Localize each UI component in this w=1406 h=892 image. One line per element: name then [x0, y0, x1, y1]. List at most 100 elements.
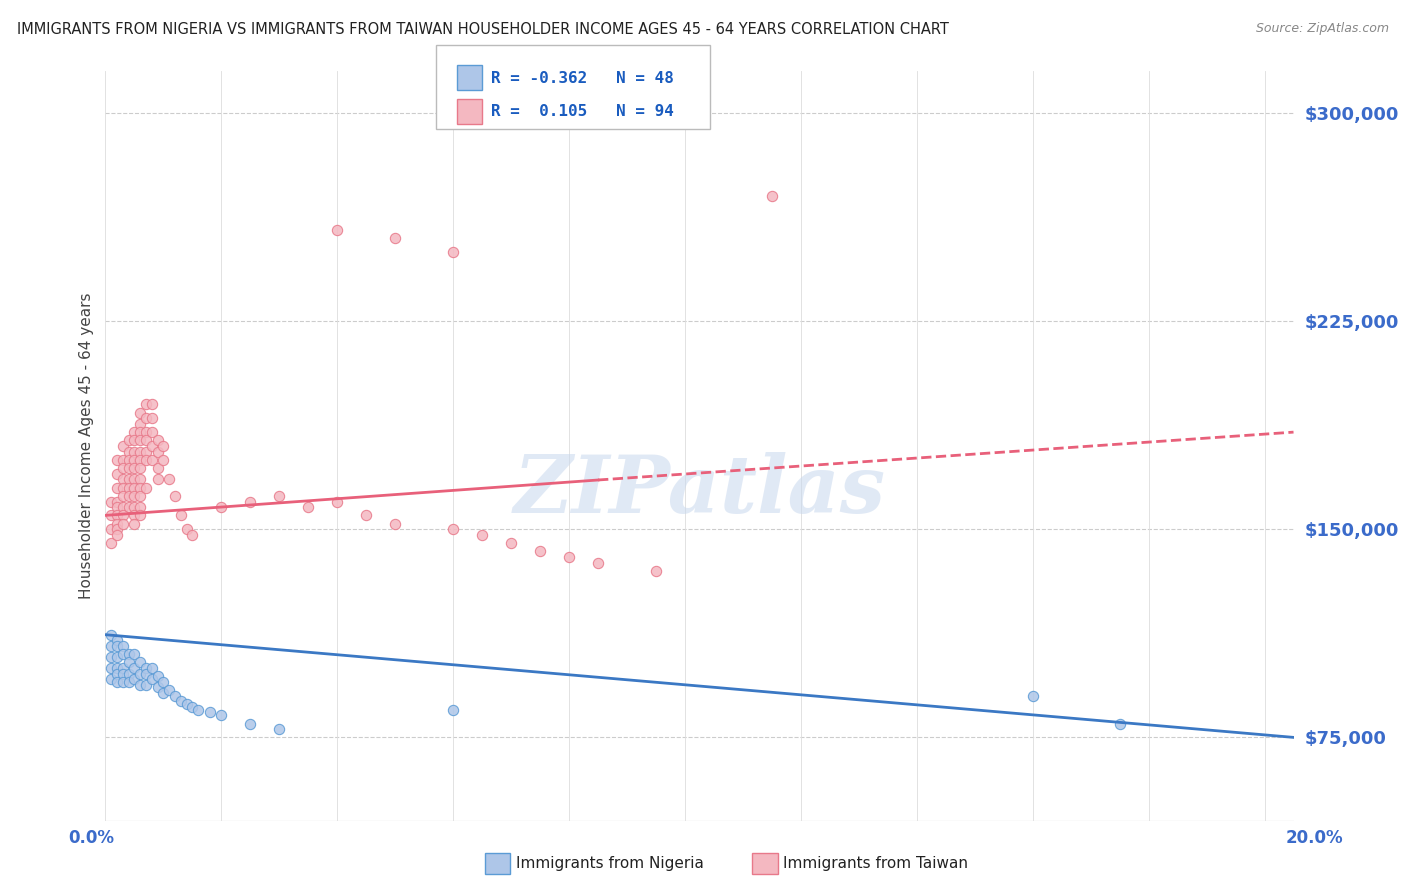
Point [141, 439, 163, 453]
Point [181, 699, 204, 714]
Point [117, 434, 139, 448]
Point [529, 544, 551, 558]
Point [384, 231, 406, 245]
Text: Immigrants from Taiwan: Immigrants from Taiwan [783, 856, 969, 871]
Point [146, 681, 169, 695]
Point [209, 708, 232, 723]
Point [129, 656, 152, 670]
Point [181, 528, 204, 542]
Point [141, 661, 163, 675]
Point [146, 472, 169, 486]
Point [129, 453, 152, 467]
Point [124, 434, 146, 448]
Point [163, 689, 186, 703]
Point [117, 500, 139, 514]
Point [124, 453, 146, 467]
Point [129, 508, 152, 523]
Point [111, 472, 134, 486]
Point [111, 674, 134, 689]
Point [105, 522, 128, 536]
Point [129, 444, 152, 458]
Point [111, 666, 134, 681]
Point [105, 674, 128, 689]
Point [146, 669, 169, 683]
Point [141, 425, 163, 439]
Point [105, 516, 128, 531]
Point [129, 666, 152, 681]
Point [111, 639, 134, 653]
Point [326, 222, 349, 236]
Point [135, 453, 157, 467]
Point [124, 472, 146, 486]
Point [129, 425, 152, 439]
Point [117, 444, 139, 458]
Point [111, 661, 134, 675]
Point [100, 672, 122, 686]
Point [441, 244, 464, 259]
Point [135, 678, 157, 692]
Point [117, 481, 139, 495]
Point [117, 472, 139, 486]
Point [135, 666, 157, 681]
Point [124, 661, 146, 675]
Point [146, 434, 169, 448]
Point [100, 649, 122, 664]
Point [124, 672, 146, 686]
Point [269, 489, 291, 503]
Point [117, 647, 139, 661]
Point [117, 489, 139, 503]
Point [124, 516, 146, 531]
Point [105, 666, 128, 681]
Point [129, 406, 152, 420]
Point [761, 189, 783, 203]
Point [239, 494, 262, 508]
Point [105, 453, 128, 467]
Point [111, 439, 134, 453]
Point [111, 453, 134, 467]
Point [124, 481, 146, 495]
Point [135, 481, 157, 495]
Point [129, 417, 152, 431]
Point [111, 647, 134, 661]
Text: 0.0%: 0.0% [69, 829, 114, 847]
Point [117, 656, 139, 670]
Point [239, 716, 262, 731]
Point [501, 536, 523, 550]
Text: Source: ZipAtlas.com: Source: ZipAtlas.com [1256, 22, 1389, 36]
Text: Immigrants from Nigeria: Immigrants from Nigeria [516, 856, 704, 871]
Point [135, 434, 157, 448]
Point [111, 500, 134, 514]
Point [124, 500, 146, 514]
Point [129, 678, 152, 692]
Point [105, 500, 128, 514]
Point [141, 411, 163, 425]
Point [111, 489, 134, 503]
Point [105, 528, 128, 542]
Point [100, 661, 122, 675]
Point [146, 461, 169, 475]
Point [152, 453, 174, 467]
Point [176, 522, 198, 536]
Point [100, 628, 122, 642]
Point [129, 481, 152, 495]
Point [124, 647, 146, 661]
Point [645, 564, 668, 578]
Point [146, 444, 169, 458]
Point [558, 549, 581, 564]
Point [152, 674, 174, 689]
Text: IMMIGRANTS FROM NIGERIA VS IMMIGRANTS FROM TAIWAN HOUSEHOLDER INCOME AGES 45 - 6: IMMIGRANTS FROM NIGERIA VS IMMIGRANTS FR… [17, 22, 949, 37]
Point [117, 453, 139, 467]
Y-axis label: Householder Income Ages 45 - 64 years: Householder Income Ages 45 - 64 years [79, 293, 94, 599]
Point [157, 472, 180, 486]
Point [135, 411, 157, 425]
Point [141, 453, 163, 467]
Point [141, 672, 163, 686]
Point [129, 461, 152, 475]
Point [209, 500, 232, 514]
Point [471, 528, 494, 542]
Point [135, 397, 157, 411]
Point [198, 706, 221, 720]
Point [100, 508, 122, 523]
Point [135, 444, 157, 458]
Point [124, 489, 146, 503]
